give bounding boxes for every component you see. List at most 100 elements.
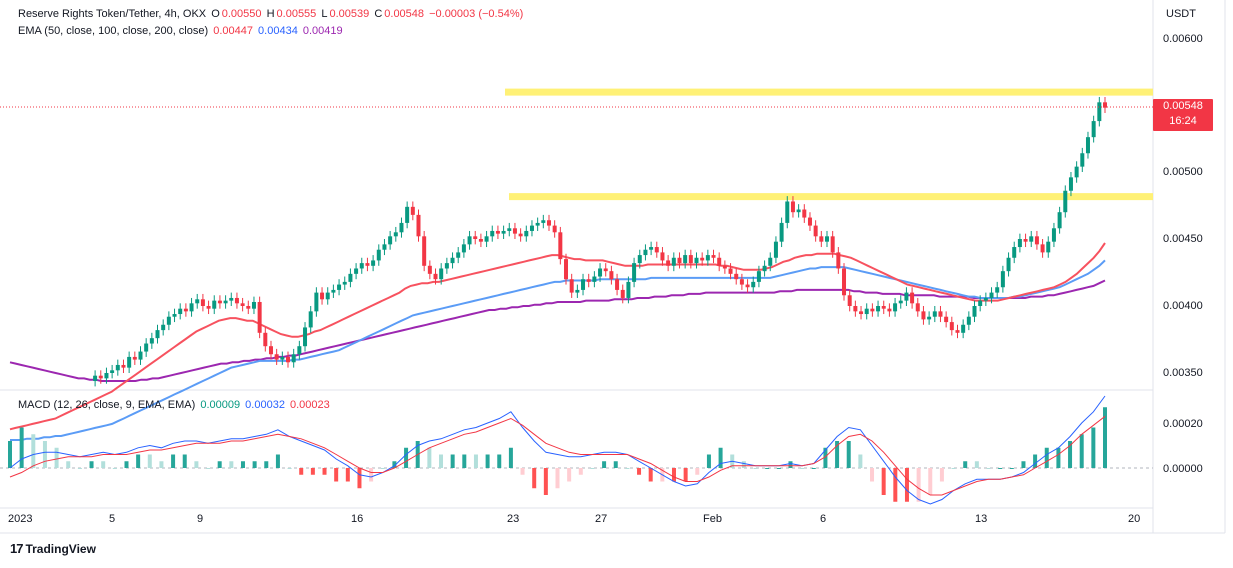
time-tick: 6 <box>820 513 827 525</box>
candle-body <box>983 297 988 301</box>
candle-body <box>904 292 909 301</box>
candle-body <box>864 308 869 315</box>
candle-body <box>796 209 801 213</box>
ema-legend: EMA (50, close, 100, close, 200, close) … <box>18 25 345 37</box>
candle-body <box>229 297 234 301</box>
candle-body <box>331 289 336 293</box>
price-tick: 0.00500 <box>1163 166 1203 178</box>
candle-body <box>501 230 506 234</box>
current-price-value: 0.00548 <box>1163 100 1203 112</box>
macd-histogram-bar <box>427 447 432 468</box>
macd-histogram-bar <box>765 468 770 469</box>
candle-body <box>609 271 614 280</box>
candle-body <box>564 259 569 280</box>
candle-body <box>467 236 472 245</box>
candle-body <box>461 244 466 253</box>
candle-body <box>223 300 228 304</box>
macd-histogram-bar <box>893 468 898 502</box>
macd-histogram-bar <box>753 468 758 469</box>
candle-body <box>569 279 574 293</box>
macd-histogram-bar <box>928 468 933 495</box>
candle-body <box>189 303 194 312</box>
candle-body <box>439 268 444 280</box>
ema50-line <box>9 242 1106 431</box>
candle-body <box>405 206 410 223</box>
candle-body <box>1012 247 1017 258</box>
ema-label[interactable]: EMA (50, close, 100, close, 200, close) <box>18 25 209 37</box>
macd-histogram-bar <box>497 454 502 468</box>
macd-histogram-bar <box>567 468 572 482</box>
macd-histogram-bar <box>136 454 141 468</box>
candle-body <box>552 225 557 233</box>
candle-body <box>127 356 132 368</box>
macd-histogram-bar <box>357 468 362 489</box>
candle-body <box>961 324 966 333</box>
candle-body <box>598 268 603 277</box>
candle-body <box>132 356 137 360</box>
candle-body <box>546 220 551 226</box>
high-label: H <box>266 8 275 20</box>
macd-label[interactable]: MACD (12, 26, close, 9, EMA, EMA) <box>18 399 196 411</box>
price-unit: USDT <box>1166 8 1196 20</box>
macd-histogram-bar <box>706 454 711 468</box>
tradingview-logo[interactable]: 17 TradingView <box>10 541 96 556</box>
macd-histogram-bar <box>532 468 537 489</box>
candle-body <box>966 316 971 325</box>
candle-body <box>427 265 432 274</box>
candle-body <box>836 252 841 269</box>
candle-body <box>371 260 376 266</box>
macd-histogram-bar <box>788 461 793 468</box>
candle-body <box>110 370 115 373</box>
macd-histogram-bar <box>124 461 129 468</box>
candle-body <box>637 255 642 264</box>
candle-body <box>251 301 256 309</box>
time-tick: 2023 <box>8 513 33 525</box>
candle-body <box>677 257 682 264</box>
macd-histogram-bar <box>939 468 944 482</box>
candle-body <box>802 209 807 218</box>
macd-histogram-bar <box>741 461 746 468</box>
macd-histogram-bar <box>182 454 187 468</box>
candle-body <box>853 306 858 312</box>
candle-body <box>632 263 637 282</box>
macd-histogram-bar <box>345 468 350 482</box>
candle-body <box>535 222 540 226</box>
ema50-value: 0.00447 <box>213 25 253 37</box>
change-value: −0.00003 (−0.54%) <box>429 8 524 20</box>
bar-countdown: 16:24 <box>1169 115 1197 127</box>
macd-histogram-bar <box>543 468 548 495</box>
tradingview-logo-icon: 17 <box>10 541 24 556</box>
candle-body <box>365 263 370 266</box>
candle-body <box>240 303 245 306</box>
candle-body <box>649 247 654 250</box>
macd-histogram-bar <box>870 468 875 482</box>
candle-body <box>376 249 381 261</box>
candle-body <box>200 299 205 306</box>
candle-body <box>1000 271 1005 288</box>
macd-histogram-bar <box>986 468 991 469</box>
current-price-badge: 0.00548 16:24 <box>1153 99 1213 131</box>
price-tick: 0.00400 <box>1163 300 1203 312</box>
macd-hist-value: 0.00009 <box>200 399 241 411</box>
candle-body <box>1080 153 1085 167</box>
macd-histogram-bar <box>578 468 583 475</box>
macd-histogram-bar <box>19 427 24 468</box>
candle-body <box>581 279 586 290</box>
candle-body <box>206 306 211 309</box>
candle-body <box>779 222 784 242</box>
candle-body <box>359 263 364 269</box>
candle-body <box>393 232 398 237</box>
macd-histogram-bar <box>299 468 304 475</box>
symbol-label[interactable]: Reserve Rights Token/Tether, 4h, OKX <box>18 8 207 20</box>
candle-body <box>246 306 251 309</box>
candle-body <box>575 289 580 293</box>
macd-histogram-bar <box>1044 447 1049 468</box>
macd-histogram-bar <box>147 454 152 468</box>
candle-body <box>1017 239 1022 248</box>
macd-histogram-bar <box>555 468 560 489</box>
macd-histogram-bar <box>77 468 82 469</box>
candle-body <box>654 247 659 253</box>
candle-body <box>410 206 415 215</box>
candle-body <box>881 306 886 309</box>
